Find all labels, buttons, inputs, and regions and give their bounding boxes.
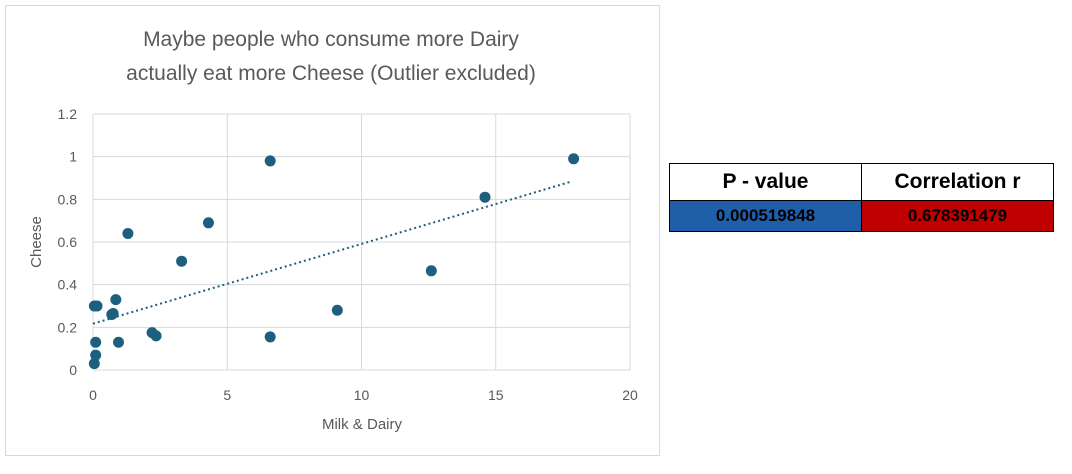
y-tick-label: 0.8 xyxy=(58,191,78,207)
y-tick-label: 1 xyxy=(69,149,77,165)
x-tick-label: 10 xyxy=(354,387,370,403)
p-value-cell: 0.000519848 xyxy=(669,200,862,232)
data-point xyxy=(568,153,580,165)
y-tick-label: 0.6 xyxy=(58,234,78,250)
y-tick-label: 0.2 xyxy=(58,319,78,335)
data-point xyxy=(264,155,276,167)
data-point xyxy=(110,294,122,306)
stats-value-row: 0.000519848 0.678391479 xyxy=(669,200,1054,232)
data-point xyxy=(479,191,491,203)
x-axis-label: Milk & Dairy xyxy=(322,416,403,433)
y-tick-label: 0 xyxy=(69,362,77,378)
x-tick-label: 15 xyxy=(488,387,504,403)
data-point xyxy=(91,300,103,312)
stats-header-row: P - value Correlation r xyxy=(669,163,1054,201)
y-tick-label: 0.4 xyxy=(58,277,78,293)
data-point xyxy=(90,336,102,348)
correlation-header: Correlation r xyxy=(861,163,1054,201)
y-axis-label: Cheese xyxy=(28,216,45,268)
data-point xyxy=(150,330,162,342)
data-point xyxy=(90,349,102,361)
p-value-header: P - value xyxy=(669,163,862,201)
data-point xyxy=(425,265,437,277)
x-tick-label: 20 xyxy=(622,387,638,403)
scatter-chart: Maybe people who consume more Dairy actu… xyxy=(28,28,638,433)
chart-title-line-1: Maybe people who consume more Dairy xyxy=(143,28,519,51)
data-point xyxy=(176,255,188,267)
correlation-cell: 0.678391479 xyxy=(861,200,1054,232)
data-point xyxy=(113,336,125,348)
x-tick-label: 5 xyxy=(223,387,231,403)
stats-table: P - value Correlation r 0.000519848 0.67… xyxy=(669,163,1054,232)
data-point xyxy=(331,304,343,316)
x-tick-label: 0 xyxy=(89,387,97,403)
data-point xyxy=(122,227,134,239)
data-point xyxy=(264,331,276,343)
y-tick-label: 1.2 xyxy=(58,106,78,122)
data-point xyxy=(202,217,214,229)
chart-area: Maybe people who consume more Dairy actu… xyxy=(5,5,660,456)
trendline xyxy=(92,180,572,325)
chart-title-line-2: actually eat more Cheese (Outlier exclud… xyxy=(126,62,536,85)
data-point xyxy=(88,358,100,370)
data-point xyxy=(107,307,119,319)
